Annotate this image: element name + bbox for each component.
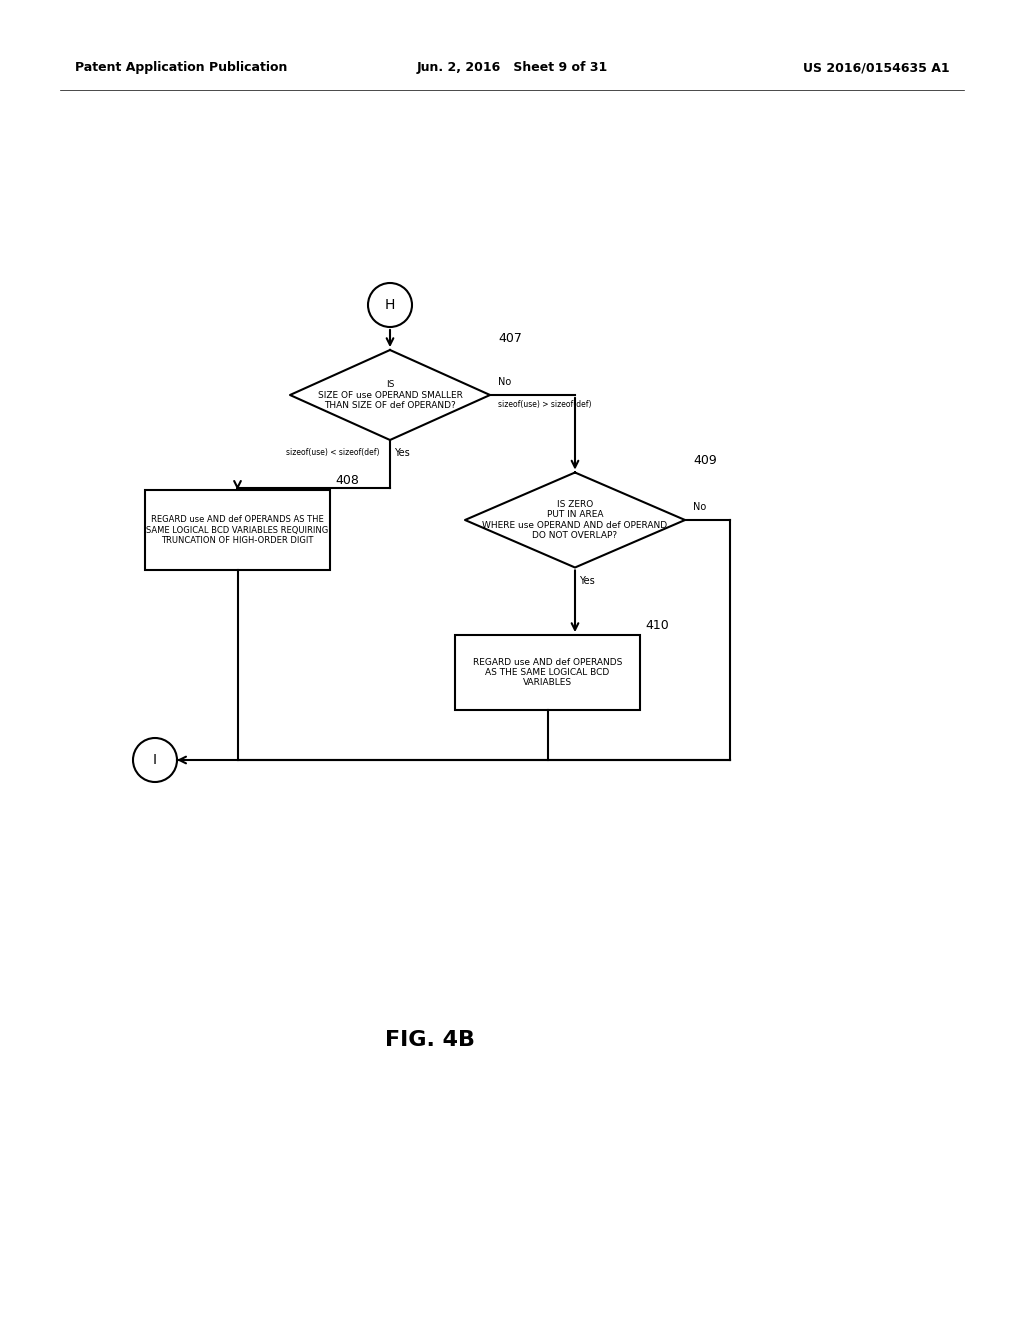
- Text: US 2016/0154635 A1: US 2016/0154635 A1: [804, 62, 950, 74]
- Text: 407: 407: [498, 333, 522, 345]
- Text: Patent Application Publication: Patent Application Publication: [75, 62, 288, 74]
- Text: IS ZERO
PUT IN AREA
WHERE use OPERAND AND def OPERAND
DO NOT OVERLAP?: IS ZERO PUT IN AREA WHERE use OPERAND AN…: [482, 500, 668, 540]
- Text: H: H: [385, 298, 395, 312]
- Text: No: No: [498, 378, 511, 387]
- Text: I: I: [153, 752, 157, 767]
- Text: Yes: Yes: [394, 447, 410, 458]
- Text: IS
SIZE OF use OPERAND SMALLER
THAN SIZE OF def OPERAND?: IS SIZE OF use OPERAND SMALLER THAN SIZE…: [317, 380, 463, 411]
- Text: sizeof(use) > sizeof(def): sizeof(use) > sizeof(def): [498, 400, 592, 409]
- Text: 408: 408: [335, 474, 358, 487]
- Text: Jun. 2, 2016   Sheet 9 of 31: Jun. 2, 2016 Sheet 9 of 31: [417, 62, 607, 74]
- Text: No: No: [693, 502, 707, 512]
- Text: REGARD use AND def OPERANDS AS THE
SAME LOGICAL BCD VARIABLES REQUIRING
TRUNCATI: REGARD use AND def OPERANDS AS THE SAME …: [146, 515, 329, 545]
- Text: FIG. 4B: FIG. 4B: [385, 1030, 475, 1049]
- Text: 409: 409: [693, 454, 717, 467]
- Text: REGARD use AND def OPERANDS
AS THE SAME LOGICAL BCD
VARIABLES: REGARD use AND def OPERANDS AS THE SAME …: [473, 657, 623, 688]
- Text: Yes: Yes: [579, 576, 595, 586]
- Bar: [145, 490, 330, 570]
- Text: 410: 410: [645, 619, 669, 632]
- Text: sizeof(use) < sizeof(def): sizeof(use) < sizeof(def): [287, 447, 380, 457]
- Bar: [455, 635, 640, 710]
